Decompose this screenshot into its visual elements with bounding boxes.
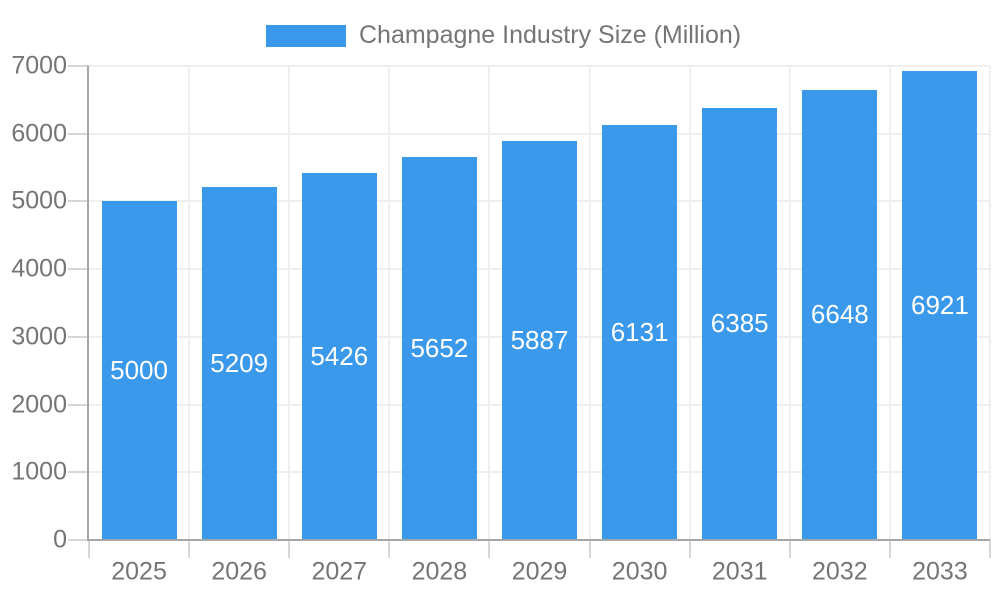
y-tick xyxy=(68,539,89,541)
x-tick xyxy=(88,540,90,558)
x-gridline xyxy=(288,66,291,540)
bar[interactable]: 5426 xyxy=(301,172,377,540)
bar-value-label: 5000 xyxy=(110,355,168,386)
y-axis-label: 0 xyxy=(53,525,67,554)
x-tick xyxy=(288,540,291,558)
bar[interactable]: 6385 xyxy=(702,107,778,540)
x-gridline xyxy=(388,66,391,540)
x-axis-label: 2025 xyxy=(111,557,167,586)
y-tick xyxy=(68,200,89,203)
bar[interactable]: 5000 xyxy=(101,201,177,540)
x-tick xyxy=(788,540,791,558)
bar[interactable]: 6131 xyxy=(602,124,678,540)
bar-value-label: 5887 xyxy=(510,325,569,356)
y-tick xyxy=(68,65,89,67)
y-tick xyxy=(68,132,89,135)
bar-value-label: 6648 xyxy=(810,299,869,330)
x-axis-label: 2032 xyxy=(812,557,868,586)
y-axis-label: 7000 xyxy=(11,51,67,80)
bar-value-label: 6385 xyxy=(710,308,769,339)
bar-value-label: 5652 xyxy=(410,333,469,364)
x-gridline xyxy=(588,66,591,540)
legend-label: Champagne Industry Size (Million) xyxy=(359,21,742,49)
y-axis-label: 6000 xyxy=(11,119,67,148)
x-axis-label: 2033 xyxy=(912,557,968,586)
y-tick xyxy=(68,268,89,271)
bar[interactable]: 6921 xyxy=(902,71,978,540)
bar-value-label: 6921 xyxy=(911,290,969,321)
x-tick xyxy=(888,540,891,558)
bar[interactable]: 5209 xyxy=(201,187,277,540)
bar[interactable]: 6648 xyxy=(802,89,878,540)
x-axis-line xyxy=(87,539,990,541)
x-axis-label: 2030 xyxy=(611,557,668,586)
bar[interactable]: 5887 xyxy=(502,141,577,540)
x-gridline xyxy=(488,66,491,540)
y-axis-label: 2000 xyxy=(11,390,67,419)
x-gridline xyxy=(188,66,191,540)
bar-value-label: 5209 xyxy=(210,348,269,379)
x-axis-label: 2027 xyxy=(311,557,368,586)
x-gridline xyxy=(688,66,691,540)
y-axis-line xyxy=(87,66,89,541)
y-tick xyxy=(68,403,89,406)
x-gridline xyxy=(788,66,791,540)
x-tick xyxy=(688,540,691,558)
legend[interactable]: Champagne Industry Size (Million) xyxy=(266,21,741,50)
bar[interactable]: 5652 xyxy=(401,157,477,540)
x-tick xyxy=(588,540,591,558)
y-axis-label: 3000 xyxy=(11,322,67,351)
x-axis-label: 2028 xyxy=(411,557,468,586)
x-tick xyxy=(188,540,191,558)
x-gridline xyxy=(888,66,891,540)
y-axis-label: 5000 xyxy=(11,186,67,215)
x-gridline xyxy=(989,66,991,540)
x-axis-label: 2031 xyxy=(711,557,768,586)
x-tick xyxy=(388,540,391,558)
x-axis-label: 2029 xyxy=(511,557,568,586)
y-axis-label: 1000 xyxy=(11,457,67,486)
x-tick xyxy=(989,540,991,558)
x-tick xyxy=(488,540,491,558)
y-axis-label: 4000 xyxy=(11,254,67,283)
x-axis-label: 2026 xyxy=(211,557,267,586)
y-gridline xyxy=(89,132,990,135)
y-gridline xyxy=(89,65,990,67)
y-tick xyxy=(68,335,89,338)
y-tick xyxy=(68,471,89,474)
bar-value-label: 6131 xyxy=(610,316,669,347)
bar-value-label: 5426 xyxy=(310,340,369,371)
legend-swatch xyxy=(266,24,346,47)
